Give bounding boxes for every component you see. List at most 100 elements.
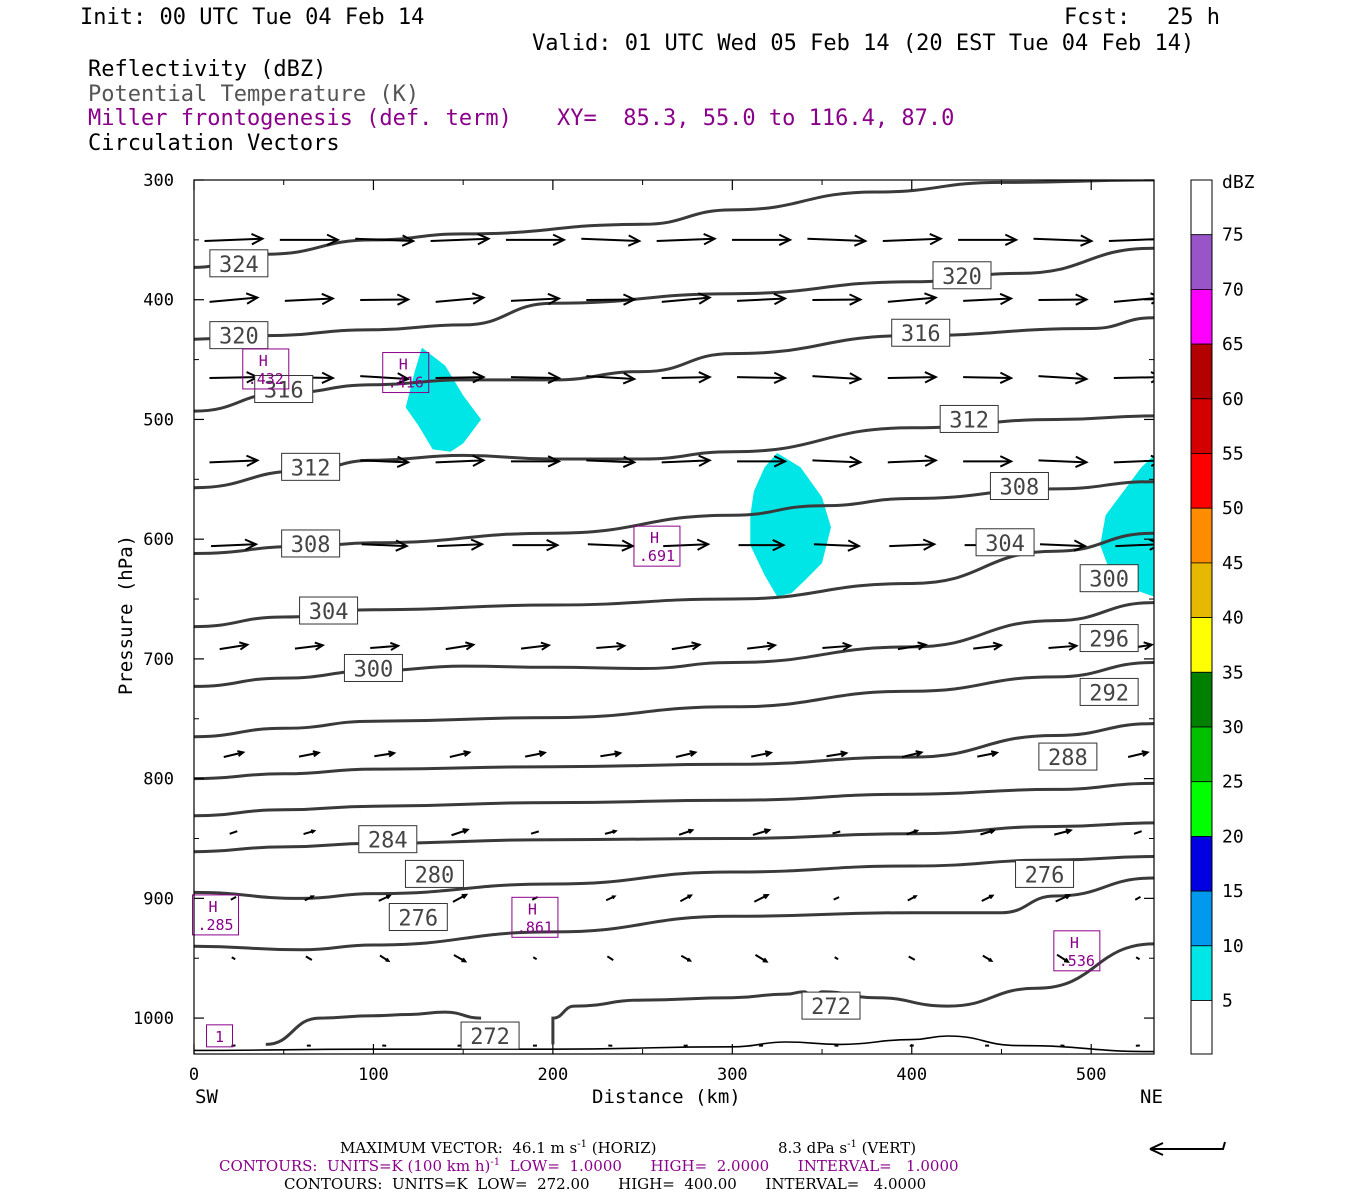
theta-label: 272 xyxy=(470,1025,510,1050)
frontogenesis-max-value: 1 xyxy=(215,1028,224,1046)
theta-label: 280 xyxy=(415,863,455,888)
circulation-vector xyxy=(963,455,1014,468)
circulation-vector xyxy=(453,954,468,963)
frontogenesis-max-value: .285 xyxy=(197,916,233,934)
circulation-vector xyxy=(304,895,315,902)
x-tick-label: 0 xyxy=(189,1065,199,1085)
circulation-vector xyxy=(732,233,793,246)
circulation-vector xyxy=(284,292,336,306)
theta-contour xyxy=(194,781,1154,818)
x-tick-label: 400 xyxy=(896,1065,927,1085)
circulation-vector xyxy=(833,896,840,901)
theta-label: 284 xyxy=(368,829,408,854)
theta-label-box xyxy=(1015,859,1075,888)
circulation-vector xyxy=(231,956,236,961)
circulation-vector xyxy=(737,371,788,384)
theta-label: 312 xyxy=(291,456,331,481)
circulation-vector xyxy=(834,956,839,961)
footer-contours-theta: CONTOURS: UNITS=K LOW= 272.00 HIGH= 400.… xyxy=(284,1175,927,1193)
circulation-vector xyxy=(596,641,627,651)
circulation-vector xyxy=(512,539,560,552)
circulation-vector xyxy=(1113,454,1154,467)
colorbar-label: 50 xyxy=(1222,498,1244,519)
theta-label: 304 xyxy=(309,600,349,625)
field-reflectivity: Reflectivity (dBZ) xyxy=(88,57,327,82)
theta-contour xyxy=(194,601,1154,688)
circulation-vector xyxy=(229,830,238,835)
colorbar-label: 40 xyxy=(1222,608,1244,629)
circulation-vector xyxy=(737,292,788,306)
y-tick-label: 800 xyxy=(143,770,174,790)
reflectivity-region xyxy=(405,347,482,452)
circulation-vector xyxy=(1135,956,1141,961)
circulation-vector xyxy=(887,292,938,305)
circulation-vector xyxy=(977,750,1000,758)
reference-vector-arrow xyxy=(1149,1141,1226,1156)
colorbar-segment xyxy=(1190,726,1213,783)
theta-label-box xyxy=(801,991,861,1020)
colorbar-label: 25 xyxy=(1222,772,1244,793)
theta-label: 276 xyxy=(398,907,438,932)
theta-label: 324 xyxy=(219,253,259,278)
theta-contour xyxy=(194,180,1154,269)
circulation-vector xyxy=(230,896,237,901)
circulation-vector xyxy=(532,956,538,961)
frontogenesis-max-value: .536 xyxy=(1059,952,1095,970)
colorbar-label: 70 xyxy=(1222,279,1244,300)
theta-label-box xyxy=(404,859,464,888)
y-tick-label: 400 xyxy=(143,291,174,311)
circulation-vector xyxy=(581,234,642,247)
colorbar-label: 45 xyxy=(1222,553,1244,574)
colorbar-label: 60 xyxy=(1222,389,1244,410)
circulation-vector xyxy=(812,372,863,385)
circulation-vector xyxy=(737,455,788,468)
colorbar-label: 35 xyxy=(1222,662,1244,683)
circulation-vector xyxy=(219,641,250,651)
circulation-vector xyxy=(606,955,614,961)
colorbar-segment xyxy=(1190,617,1213,673)
circulation-vector xyxy=(1033,234,1094,247)
theta-contour-272 xyxy=(265,1010,482,1046)
frontogenesis-max-h: H xyxy=(1070,934,1079,952)
theta-label-box xyxy=(388,903,448,932)
circulation-vector xyxy=(826,750,849,758)
circulation-vector xyxy=(605,895,617,902)
x-tick-label: 200 xyxy=(538,1065,569,1085)
colorbar-frame xyxy=(1190,179,1213,1055)
circulation-vector xyxy=(973,641,1004,651)
cross-section-xy: XY= 85.3, 55.0 to 116.4, 87.0 xyxy=(557,106,955,131)
circulation-vector xyxy=(1056,953,1070,963)
x-axis-right-end: NE xyxy=(1140,1086,1163,1108)
circulation-vector xyxy=(370,641,401,651)
circulation-vector xyxy=(907,895,918,902)
circulation-vector xyxy=(355,234,416,247)
colorbar-segment xyxy=(1190,836,1213,892)
theta-label: 308 xyxy=(1000,475,1040,500)
colorbar-segment xyxy=(1190,890,1213,947)
colorbar-segment xyxy=(1190,945,1213,1001)
theta-label: 316 xyxy=(901,322,941,347)
theta-label: 300 xyxy=(1089,568,1129,593)
circulation-vector xyxy=(832,830,841,835)
frontogenesis-max-box xyxy=(242,348,290,390)
theta-label-box xyxy=(358,825,418,854)
circulation-vector xyxy=(661,371,712,384)
footer-contours-frontogenesis: CONTOURS: UNITS=K (100 km h)-1 LOW= 1.00… xyxy=(219,1157,959,1175)
circulation-vector xyxy=(435,371,486,384)
theta-label-box xyxy=(1079,677,1139,706)
circulation-vector xyxy=(209,454,260,467)
theta-contour xyxy=(194,661,1154,739)
valid-time: Valid: 01 UTC Wed 05 Feb 14 (20 EST Tue … xyxy=(532,31,1195,56)
circulation-vector xyxy=(663,538,711,551)
forecast-hours: 25 h xyxy=(1167,5,1220,30)
circulation-vector xyxy=(1054,828,1073,836)
reflectivity-region xyxy=(1100,455,1154,597)
frontogenesis-max-h: H xyxy=(209,898,218,916)
circulation-vector xyxy=(908,955,916,961)
theta-label-box xyxy=(975,528,1035,557)
forecast-label: Fcst: xyxy=(1064,5,1131,30)
circulation-vector xyxy=(1134,896,1141,901)
circulation-vector xyxy=(738,539,786,552)
circulation-vector xyxy=(1115,538,1154,551)
circulation-vector xyxy=(586,293,637,306)
